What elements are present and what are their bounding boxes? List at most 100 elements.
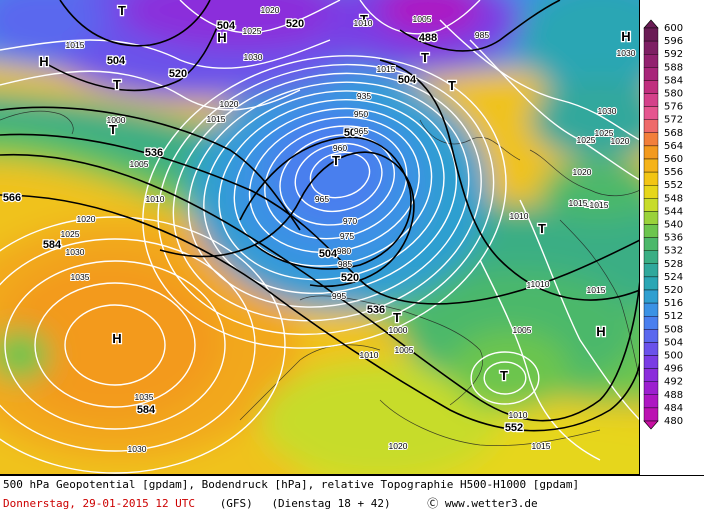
pressure-label: 1015 — [377, 64, 396, 74]
geopotential-label: 584 — [137, 404, 156, 416]
legend-label: 560 — [664, 154, 683, 165]
pressure-label: 1015 — [569, 198, 588, 208]
legend-arrow-bottom — [643, 420, 659, 430]
legend-swatch — [643, 40, 659, 55]
geopotential-label: 488 — [419, 32, 437, 44]
legend-swatch — [643, 93, 659, 107]
pressure-label: 935 — [357, 91, 371, 101]
geopotential-label: 566 — [3, 192, 21, 204]
weather-map: T H H T T T T H T T T T H H T 504 520 504 488 504 520 504 536 5… — [0, 0, 640, 475]
isobar — [0, 238, 256, 452]
pressure-label: 1020 — [261, 5, 280, 15]
pressure-label: 975 — [340, 231, 354, 241]
legend-swatch — [643, 250, 659, 264]
legend-swatch — [643, 211, 659, 225]
legend-label: 536 — [664, 233, 683, 244]
pressure-label: 1030 — [128, 444, 147, 454]
pressure-label: 1015 — [532, 441, 551, 451]
pressure-label: 1030 — [66, 247, 85, 257]
legend-swatch — [643, 276, 659, 291]
legend-swatch — [643, 80, 659, 94]
geopotential-line — [59, 0, 211, 47]
pressure-label: 1000 — [389, 325, 408, 335]
pressure-center-low: T — [109, 122, 117, 137]
pressure-label: 1010 — [354, 18, 373, 28]
legend-label: 504 — [664, 337, 683, 348]
legend-label: 576 — [664, 102, 683, 113]
geopotential-line — [159, 151, 415, 288]
model-name: (GFS) — [219, 497, 253, 510]
legend-label: 516 — [664, 298, 683, 309]
geopotential-label: 520 — [169, 68, 187, 80]
pressure-label: 1035 — [71, 272, 90, 282]
legend-swatch — [643, 381, 659, 396]
geopotential-line — [399, 0, 561, 52]
legend-label: 552 — [664, 180, 683, 191]
pressure-label: 1020 — [77, 214, 96, 224]
isobar — [294, 142, 383, 212]
pressure-label: 1015 — [207, 114, 226, 124]
pressure-center-high: H — [39, 54, 48, 69]
legend-label: 496 — [664, 364, 683, 375]
isobar — [233, 107, 433, 267]
color-legend: 600 596 592 588 584 580 576 572 568 564 560 556 552 5… — [640, 0, 704, 475]
pressure-label: 965 — [315, 194, 329, 204]
isobar — [248, 116, 420, 254]
isobar — [359, 0, 481, 35]
pressure-label: 1010 — [509, 410, 528, 420]
legend-swatch — [643, 368, 659, 382]
geopotential-label: 536 — [145, 147, 163, 159]
pressure-label: 1015 — [585, 199, 604, 209]
pressure-label: 1030 — [598, 106, 617, 116]
isobar — [0, 216, 286, 474]
pressure-label: 1020 — [611, 136, 630, 146]
pressure-label: 1005 — [395, 345, 414, 355]
legend-label: 584 — [664, 75, 683, 86]
legend-label: 540 — [664, 220, 683, 231]
pressure-label: 950 — [354, 109, 368, 119]
legend-label: 488 — [664, 390, 683, 401]
pressure-label: 995 — [332, 291, 346, 301]
legend-swatch — [643, 263, 659, 278]
legend-swatch — [643, 342, 659, 356]
run-info: (Dienstag 18 + 42) — [271, 497, 391, 510]
legend-swatch — [643, 27, 659, 42]
pressure-label: 1005 — [130, 159, 149, 169]
legend-label: 600 — [664, 23, 683, 34]
pressure-label: 1005 — [513, 325, 532, 335]
pressure-center-high: H — [596, 324, 605, 339]
legend-label: 500 — [664, 351, 683, 362]
pressure-label: 1010 — [360, 350, 379, 360]
legend-swatch — [643, 119, 659, 133]
geopotential-label: 520 — [286, 18, 304, 30]
pressure-center-low: T — [500, 368, 508, 383]
pressure-center-low: T — [118, 3, 126, 18]
map-description: 500 hPa Geopotential [gpdam], Bodendruck… — [3, 478, 580, 491]
pressure-label: 1025 — [595, 128, 614, 138]
legend-swatch — [643, 302, 659, 317]
geopotential-label: 504 — [398, 74, 417, 86]
isobar — [0, 39, 331, 69]
pressure-center-low: T — [421, 50, 429, 65]
geopotential-label: 504 — [107, 55, 126, 67]
legend-swatch — [643, 289, 659, 304]
pressure-label: 1010 — [146, 194, 165, 204]
legend-label: 524 — [664, 272, 683, 283]
geopotential-label: 552 — [505, 422, 523, 434]
pressure-label: 985 — [338, 259, 352, 269]
legend-swatch — [643, 184, 659, 199]
pressure-label: 970 — [343, 216, 357, 226]
legend-label: 492 — [664, 377, 683, 388]
legend-swatch — [643, 394, 659, 409]
geopotential-line — [379, 59, 639, 301]
isobar — [483, 361, 527, 395]
geopotential-lines — [0, 0, 639, 432]
copyright: Ⓒ www.wetter3.de — [427, 497, 538, 510]
isobar — [34, 282, 196, 408]
pressure-label: 1025 — [577, 135, 596, 145]
geopotential-label: 504 — [319, 248, 338, 260]
legend-swatch — [643, 355, 659, 369]
pressure-label: 1035 — [135, 392, 154, 402]
pressure-label: 965 — [354, 126, 368, 136]
pressure-label: 1015 — [66, 40, 85, 50]
